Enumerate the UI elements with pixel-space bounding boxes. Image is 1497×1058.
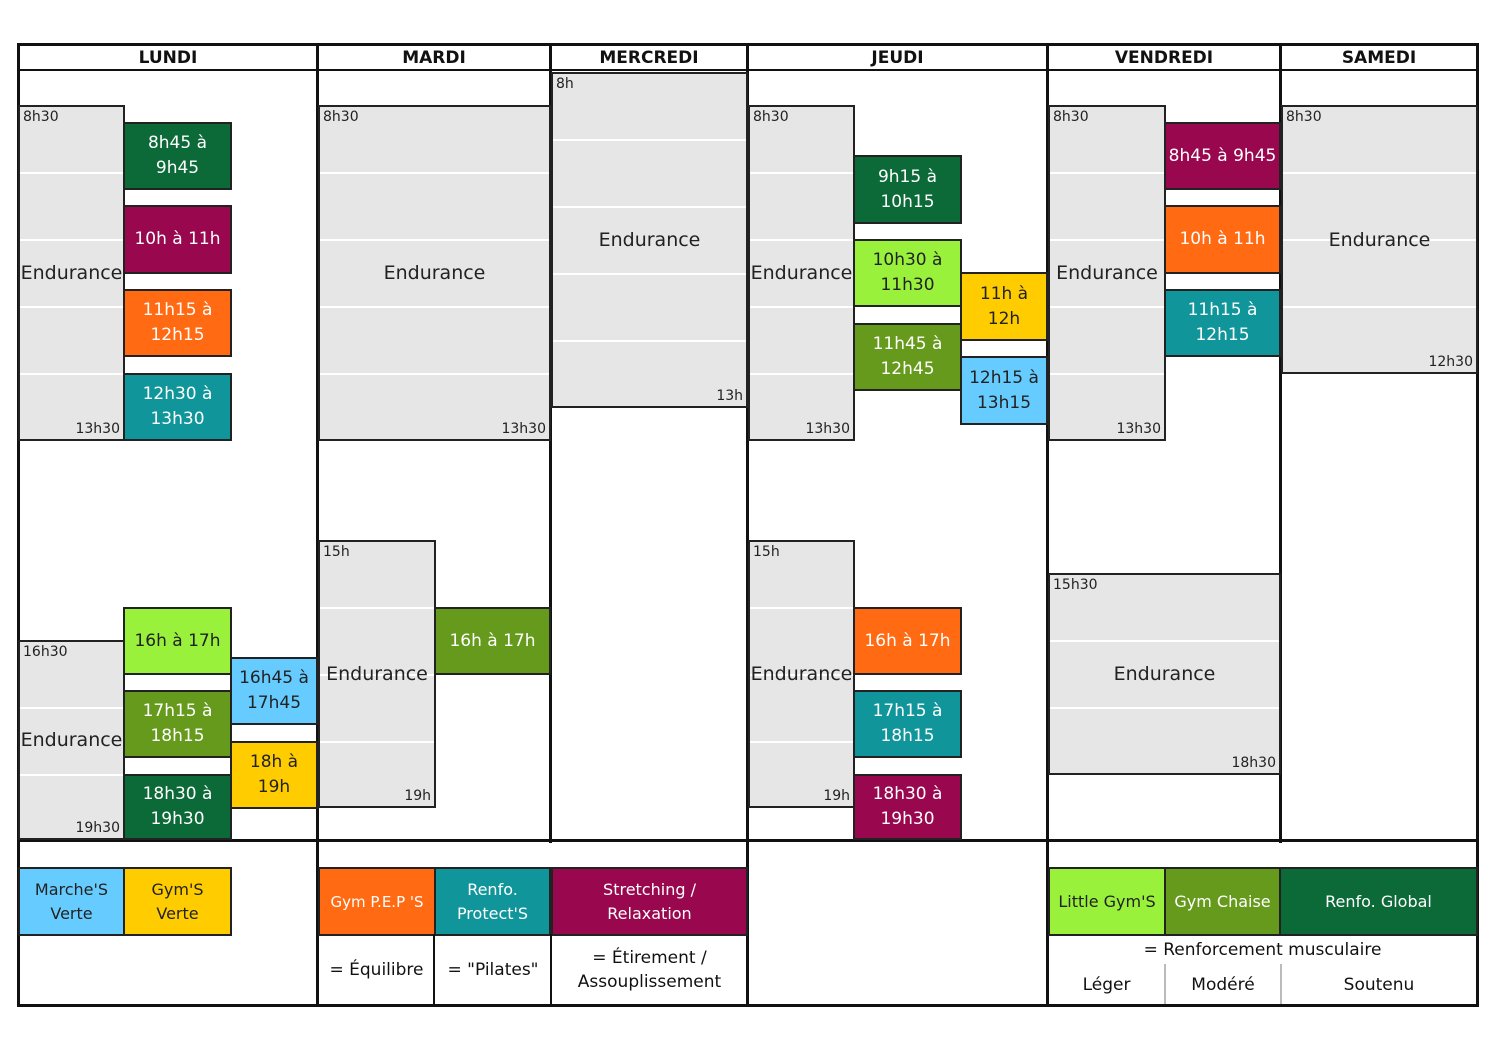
legend-divider bbox=[17, 839, 1479, 842]
legend-gym-chaise: Gym Chaise bbox=[1164, 867, 1281, 936]
session-block-jeudi[interactable]: 18h30 à 19h30 bbox=[853, 774, 962, 840]
legend-renforcement: = Renforcement musculaire bbox=[1143, 940, 1382, 960]
end-time: 18h30 bbox=[1231, 755, 1276, 771]
legend-renfo-global: Renfo. Global bbox=[1279, 867, 1478, 936]
legend-marche-verte: Marche'S Verte bbox=[18, 867, 125, 936]
session-block-jeudi[interactable]: 11h45 à 12h45 bbox=[853, 323, 962, 391]
endurance-label: Endurance bbox=[750, 262, 853, 284]
endurance-label: Endurance bbox=[326, 663, 428, 685]
session-block-vendredi[interactable]: 10h à 11h bbox=[1164, 205, 1281, 274]
endurance-label: Endurance bbox=[20, 262, 123, 284]
end-time: 19h bbox=[823, 788, 850, 804]
session-block-vendredi[interactable]: 8h45 à 9h45 bbox=[1164, 122, 1281, 190]
end-time: 13h30 bbox=[805, 421, 850, 437]
session-block-lundi[interactable]: 16h45 à 17h45 bbox=[230, 657, 318, 725]
end-time: 13h30 bbox=[1116, 421, 1161, 437]
day-header-lundi: LUNDI bbox=[20, 46, 316, 71]
end-time: 19h bbox=[404, 788, 431, 804]
endurance-block-jeudi-am[interactable]: 8h30 Endurance 13h30 bbox=[748, 105, 855, 441]
start-time: 8h bbox=[556, 76, 574, 92]
endurance-block-vendredi-pm[interactable]: 15h30 Endurance 18h30 bbox=[1048, 573, 1281, 775]
legend-divider bbox=[1164, 964, 1166, 1004]
endurance-block-lundi-pm[interactable]: 16h30 Endurance 19h30 bbox=[18, 640, 125, 840]
session-block-lundi[interactable]: 12h30 à 13h30 bbox=[123, 373, 232, 441]
endurance-label: Endurance bbox=[1113, 663, 1216, 685]
session-block-jeudi[interactable]: 9h15 à 10h15 bbox=[853, 155, 962, 224]
legend-etirement: = Étirement / Assouplissement bbox=[577, 948, 722, 992]
session-block-mardi[interactable]: 16h à 17h bbox=[434, 607, 551, 675]
endurance-block-mardi-pm[interactable]: 15h Endurance 19h bbox=[318, 540, 436, 808]
column-divider bbox=[1279, 43, 1282, 843]
day-header-jeudi: JEUDI bbox=[749, 46, 1046, 71]
legend-modere: Modéré bbox=[1191, 975, 1255, 995]
legend-gym-verte: Gym'S Verte bbox=[123, 867, 232, 936]
start-time: 8h30 bbox=[23, 109, 59, 125]
start-time: 8h30 bbox=[1053, 109, 1089, 125]
end-time: 19h30 bbox=[75, 820, 120, 836]
column-divider bbox=[746, 43, 749, 1007]
session-block-lundi[interactable]: 10h à 11h bbox=[123, 205, 232, 274]
end-time: 13h30 bbox=[501, 421, 546, 437]
session-block-lundi[interactable]: 17h15 à 18h15 bbox=[123, 690, 232, 758]
day-header-mardi: MARDI bbox=[319, 46, 549, 71]
start-time: 15h30 bbox=[1053, 577, 1098, 593]
session-block-lundi[interactable]: 16h à 17h bbox=[123, 607, 232, 675]
legend-pilates: = "Pilates" bbox=[447, 960, 539, 980]
end-time: 12h30 bbox=[1428, 354, 1473, 370]
legend-soutenu: Soutenu bbox=[1343, 975, 1415, 995]
legend-equilibre: = Équilibre bbox=[329, 960, 424, 980]
endurance-block-samedi-am[interactable]: 8h30 Endurance 12h30 bbox=[1281, 105, 1478, 374]
legend-divider bbox=[1280, 964, 1282, 1004]
endurance-block-lundi-am[interactable]: 8h30 Endurance 13h30 bbox=[18, 105, 125, 441]
legend-gym-peps: Gym P.E.P 'S bbox=[318, 867, 436, 936]
session-block-vendredi[interactable]: 11h15 à 12h15 bbox=[1164, 289, 1281, 357]
session-block-lundi[interactable]: 18h à 19h bbox=[230, 741, 318, 809]
column-divider bbox=[1046, 43, 1049, 1007]
endurance-block-jeudi-pm[interactable]: 15h Endurance 19h bbox=[748, 540, 855, 808]
endurance-block-mardi-am[interactable]: 8h30 Endurance 13h30 bbox=[318, 105, 551, 441]
day-header-vendredi: VENDREDI bbox=[1049, 46, 1279, 71]
endurance-block-vendredi-am[interactable]: 8h30 Endurance 13h30 bbox=[1048, 105, 1166, 441]
day-header-mercredi: MERCREDI bbox=[552, 46, 746, 71]
column-divider bbox=[316, 43, 319, 1007]
endurance-label: Endurance bbox=[1056, 262, 1158, 284]
legend-divider bbox=[550, 934, 552, 1004]
session-block-jeudi[interactable]: 10h30 à 11h30 bbox=[853, 239, 962, 307]
session-block-lundi[interactable]: 8h45 à 9h45 bbox=[123, 122, 232, 190]
start-time: 16h30 bbox=[23, 644, 68, 660]
day-header-samedi: SAMEDI bbox=[1282, 46, 1476, 71]
end-time: 13h30 bbox=[75, 421, 120, 437]
start-time: 15h bbox=[323, 544, 350, 560]
start-time: 8h30 bbox=[1286, 109, 1322, 125]
legend-divider bbox=[433, 934, 435, 1004]
session-block-jeudi[interactable]: 12h15 à 13h15 bbox=[960, 356, 1048, 425]
legend-renfo-protect: Renfo. Protect'S bbox=[434, 867, 551, 936]
start-time: 8h30 bbox=[323, 109, 359, 125]
session-block-lundi[interactable]: 18h30 à 19h30 bbox=[123, 774, 232, 840]
start-time: 15h bbox=[753, 544, 780, 560]
endurance-label: Endurance bbox=[1328, 228, 1431, 251]
endurance-label: Endurance bbox=[598, 229, 701, 251]
legend-little-gym: Little Gym'S bbox=[1048, 867, 1166, 936]
session-block-jeudi[interactable]: 16h à 17h bbox=[853, 607, 962, 675]
column-divider bbox=[549, 43, 552, 843]
legend-leger: Léger bbox=[1082, 975, 1131, 995]
session-block-jeudi[interactable]: 11h à 12h bbox=[960, 272, 1048, 341]
endurance-label: Endurance bbox=[750, 663, 853, 685]
endurance-label: Endurance bbox=[383, 262, 486, 284]
session-block-lundi[interactable]: 11h15 à 12h15 bbox=[123, 289, 232, 357]
legend-stretching: Stretching / Relaxation bbox=[551, 867, 748, 936]
session-block-jeudi[interactable]: 17h15 à 18h15 bbox=[853, 690, 962, 758]
end-time: 13h bbox=[716, 388, 743, 404]
endurance-label: Endurance bbox=[20, 729, 123, 751]
endurance-block-mercredi-am[interactable]: 8h Endurance 13h bbox=[551, 72, 748, 408]
start-time: 8h30 bbox=[753, 109, 789, 125]
